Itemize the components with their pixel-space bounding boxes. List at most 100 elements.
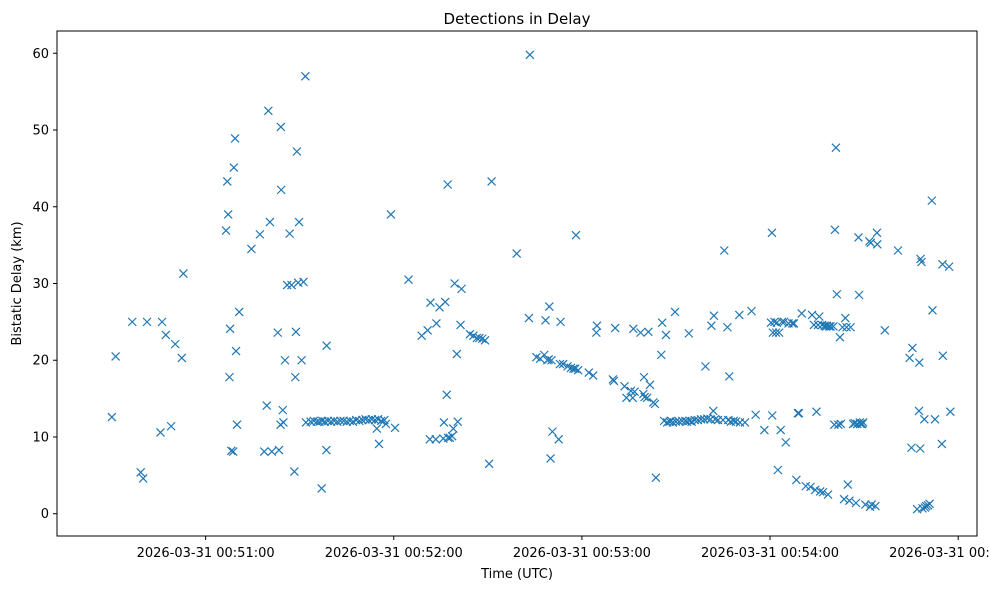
detection-marker — [255, 229, 265, 239]
y-tick-label: 50 — [32, 124, 49, 139]
detection-marker — [229, 163, 239, 173]
detection-marker — [767, 411, 777, 420]
detection-marker — [161, 330, 171, 340]
detection-marker — [287, 280, 296, 290]
detection-marker — [797, 309, 807, 318]
detection-marker — [290, 372, 300, 382]
detection-marker — [306, 417, 316, 427]
detection-marker — [640, 392, 650, 402]
detection-marker — [221, 226, 231, 235]
detection-marker — [781, 437, 791, 447]
detection-marker — [661, 330, 671, 340]
detection-marker — [456, 320, 465, 330]
detection-marker — [937, 439, 947, 449]
detection-marker — [840, 313, 850, 323]
detection-marker — [487, 177, 497, 186]
detection-marker — [919, 414, 929, 424]
detection-marker — [232, 420, 242, 430]
detection-marker — [273, 328, 283, 338]
detection-marker — [351, 415, 361, 425]
detection-marker — [768, 328, 778, 338]
detection-marker — [872, 228, 882, 238]
detection-marker — [555, 359, 565, 369]
detection-marker — [826, 322, 835, 331]
detection-marker — [759, 425, 769, 435]
detection-marker — [524, 313, 534, 323]
detection-marker — [916, 254, 925, 264]
detection-marker — [747, 306, 756, 316]
detection-marker — [404, 275, 413, 285]
detection-marker — [317, 483, 327, 493]
detection-marker — [789, 318, 799, 328]
detection-marker — [866, 238, 876, 248]
detection-marker — [880, 325, 890, 335]
x-axis-label: Time (UTC) — [480, 567, 553, 582]
detection-marker — [836, 419, 846, 429]
detection-marker — [812, 407, 821, 417]
detection-marker — [278, 405, 288, 415]
detection-marker — [178, 269, 188, 278]
detection-marker — [930, 414, 940, 424]
detection-marker — [450, 279, 460, 288]
detection-marker — [443, 180, 453, 189]
detection-marker — [699, 414, 709, 424]
detection-marker — [276, 122, 286, 132]
detection-marker — [276, 185, 286, 195]
detection-marker — [628, 324, 638, 334]
detection-marker — [740, 417, 750, 427]
detection-marker — [828, 322, 838, 331]
y-axis-label: Bistatic Delay (km) — [10, 221, 25, 345]
detection-marker — [231, 346, 241, 356]
detection-marker — [442, 390, 452, 400]
detection-marker — [265, 217, 275, 227]
detection-marker — [591, 328, 601, 338]
detection-marker — [372, 424, 382, 433]
detection-marker — [860, 500, 870, 509]
detection-marker — [548, 427, 557, 437]
detection-marker — [357, 415, 367, 425]
detection-marker — [525, 50, 535, 60]
detection-marker — [364, 415, 374, 425]
detection-marker — [226, 446, 236, 456]
detection-marker — [835, 332, 845, 342]
detection-marker — [297, 355, 307, 365]
detection-marker — [156, 427, 165, 437]
detection-marker — [512, 249, 522, 258]
detection-marker — [321, 445, 331, 455]
detection-marker — [111, 351, 121, 361]
detection-marker — [773, 465, 783, 475]
detection-marker — [914, 406, 924, 416]
detection-marker — [610, 323, 620, 333]
detection-marker — [776, 425, 786, 435]
detection-marker — [774, 328, 784, 338]
detection-marker — [431, 434, 441, 444]
detection-marker — [622, 393, 631, 403]
detection-marker — [570, 364, 580, 374]
detection-marker — [246, 244, 256, 254]
detection-marker — [925, 499, 935, 509]
detection-marker — [484, 459, 494, 469]
detection-marker — [810, 485, 820, 495]
detection-marker — [851, 498, 861, 508]
detection-marker — [843, 480, 853, 490]
detection-marker — [573, 365, 583, 375]
detection-marker — [856, 419, 866, 429]
marker-layer — [107, 50, 955, 514]
detection-marker — [107, 412, 117, 422]
detection-marker — [670, 307, 680, 317]
detection-marker — [157, 317, 167, 327]
detection-marker — [767, 228, 777, 238]
detection-marker — [234, 307, 244, 317]
detection-marker — [858, 417, 868, 427]
detection-marker — [722, 322, 732, 332]
detection-marker — [230, 134, 240, 143]
y-tick-label: 10 — [32, 430, 49, 445]
detection-marker — [907, 343, 917, 353]
detection-marker — [282, 280, 292, 290]
detection-marker — [701, 361, 710, 371]
detection-marker — [291, 327, 301, 337]
detection-marker — [844, 496, 854, 506]
y-tick-label: 30 — [32, 277, 49, 292]
detection-marker — [588, 371, 598, 381]
detection-marker — [872, 239, 882, 249]
